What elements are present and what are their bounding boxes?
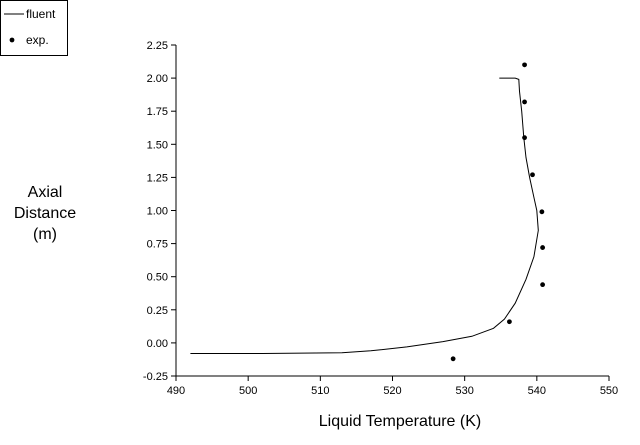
exp-data-point [522,135,527,141]
legend: fluent exp. [0,0,68,56]
y-tick-label: 2.25 [147,40,168,52]
y-tick-label: 1.50 [147,139,168,151]
exp-data-point [507,319,512,325]
exp-data-point [540,245,546,250]
x-tick-label: 520 [383,385,401,397]
y-tick-label: 2.00 [147,73,168,85]
x-tick-label: 540 [528,385,546,397]
y-tick-label: 0.50 [147,272,168,284]
exp-data-point [522,99,527,105]
legend-box [0,0,68,56]
y-tick-label: 1.00 [147,206,168,218]
x-axis-title: Liquid Temperature (K) [319,413,481,430]
legend-label-exp: exp. [26,33,49,47]
exp-data-point [522,62,527,68]
y-axis-title-line-1: Axial [28,184,63,201]
y-axis-title-line-2: Distance [14,205,76,222]
exp-data-point [540,282,546,288]
fluent-line [190,77,539,354]
x-tick-label: 530 [455,385,473,397]
y-tick-label: 0.25 [147,305,168,317]
plot-area [190,62,546,362]
x-tick-label: 550 [600,385,618,397]
ticks: -0.25 0.00 0.25 0.50 0.75 1.00 1.25 1.50 1.75 2.0… [143,40,618,397]
y-tick-label: -0.25 [143,371,168,383]
x-tick-label: 510 [311,385,329,397]
y-tick-label: 0.00 [147,338,168,350]
y-tick-label: 1.75 [147,106,168,118]
exp-data-point [450,356,456,362]
exp-data-point [539,209,545,215]
x-tick-label: 500 [239,385,257,397]
legend-dot-swatch [9,37,15,43]
legend-label-fluent: fluent [26,7,56,21]
x-tick-label: 490 [167,385,185,397]
y-axis-title-line-3: (m) [33,226,57,243]
y-tick-label: 0.75 [147,239,168,251]
y-tick-label: 1.25 [147,172,168,184]
exp-data-point [530,172,535,178]
